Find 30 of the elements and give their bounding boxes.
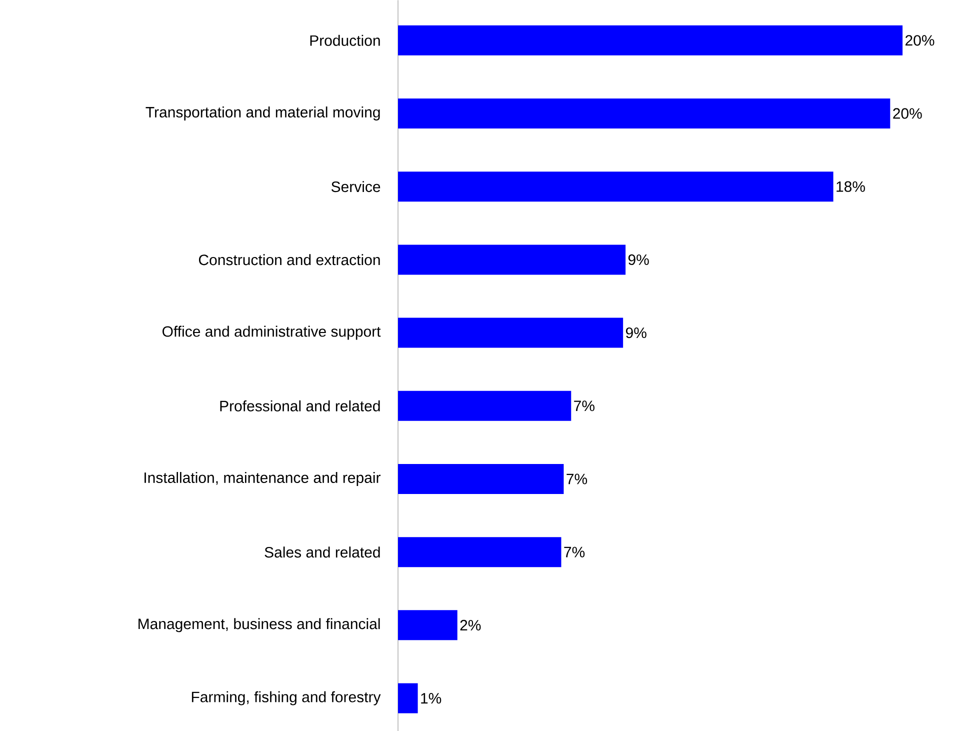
bar bbox=[398, 244, 626, 274]
data-label: 18% bbox=[836, 181, 865, 192]
bar bbox=[398, 25, 903, 56]
bar bbox=[398, 390, 572, 421]
data-label: 2% bbox=[460, 620, 481, 630]
y-tick-label: Production bbox=[310, 34, 380, 46]
data-label: 9% bbox=[628, 254, 649, 265]
y-tick-label: Office and administrative support bbox=[162, 326, 381, 340]
bar bbox=[398, 610, 458, 640]
y-tick-label: Management, business and financial bbox=[138, 618, 380, 632]
y-tick-label: Sales and related bbox=[264, 546, 380, 558]
data-label: 1% bbox=[421, 692, 442, 704]
data-label: 7% bbox=[574, 400, 594, 411]
bar bbox=[398, 464, 564, 494]
data-label: 9% bbox=[626, 327, 646, 338]
data-label: 7% bbox=[564, 546, 585, 558]
y-tick-label: Service bbox=[331, 180, 380, 192]
y-tick-label: Professional and related bbox=[220, 400, 380, 412]
bar bbox=[398, 536, 562, 567]
data-label: 20% bbox=[905, 34, 934, 46]
bar bbox=[398, 171, 834, 202]
data-label: 7% bbox=[566, 474, 588, 484]
y-tick-label: Farming, fishing and forestry bbox=[192, 691, 381, 706]
y-tick-label: Construction and extraction bbox=[198, 254, 380, 266]
data-label: 20% bbox=[893, 108, 922, 119]
bar bbox=[398, 98, 890, 128]
y-tick-label: Transportation and material moving bbox=[146, 106, 380, 120]
y-tick-label: Installation, maintenance and repair bbox=[144, 472, 381, 486]
bar bbox=[398, 318, 624, 348]
bar bbox=[398, 683, 418, 714]
